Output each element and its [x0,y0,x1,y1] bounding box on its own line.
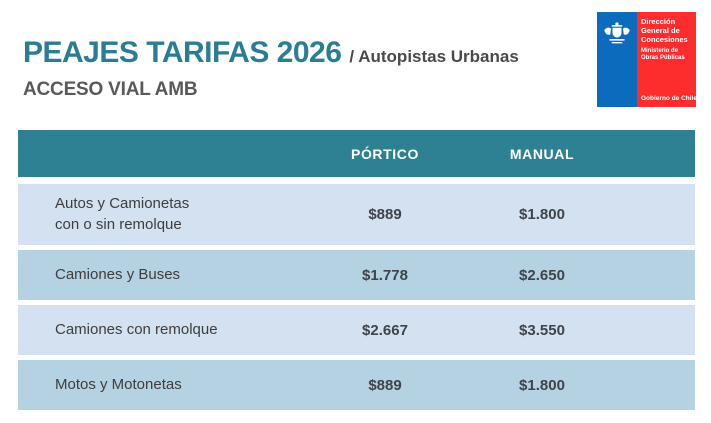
table-header-row: PÓRTICO MANUAL [18,130,695,177]
page-header: PEAJES TARIFAS 2026 / Autopistas Urbanas… [23,36,519,101]
column-header-manual: MANUAL [509,145,575,162]
column-header-portico: PÓRTICO [351,145,419,162]
gobierno-de-chile-logo: Dirección General de Concesiones Ministe… [597,12,697,107]
portico-value: $889 [368,376,402,394]
logo-agency-name: Dirección General de Concesiones [641,17,688,44]
manual-value: $1.800 [519,206,565,223]
manual-value: $2.650 [519,266,565,284]
table-row: Camiones con remolque $2.667 $3.550 [18,305,695,355]
page-title: PEAJES TARIFAS 2026 [23,36,342,69]
section-title: ACCESO VIAL AMB [23,79,198,100]
manual-value: $1.800 [519,376,565,394]
table-row: Camiones y Buses $1.778 $2.650 [18,250,695,300]
logo-ministry-name: Ministerio de Obras Públicas [641,48,685,62]
tariff-table: PÓRTICO MANUAL Autos y Camionetas con o s… [18,130,695,415]
chile-coat-of-arms-icon [602,20,632,107]
vehicle-label: Camiones con remolque [55,320,218,338]
vehicle-label: Motos y Motonetas [55,375,182,393]
portico-value: $1.778 [362,266,408,284]
table-row: Motos y Motonetas $889 $1.800 [18,360,695,410]
logo-footer-text: Gobierno de Chile [641,95,697,102]
portico-value: $2.667 [362,321,408,339]
title-row: PEAJES TARIFAS 2026 / Autopistas Urbanas [23,36,519,70]
logo-red-panel: Dirección General de Concesiones Ministe… [637,12,697,107]
page-subtitle: / Autopistas Urbanas [349,47,519,66]
table-body: Autos y Camionetas con o sin remolque $88… [18,184,695,410]
manual-value: $3.550 [519,321,565,339]
vehicle-label: Autos y Camionetas con o sin remolque [55,195,190,233]
vehicle-label: Camiones y Buses [55,265,181,283]
table-row: Autos y Camionetas con o sin remolque $88… [18,184,695,245]
logo-blue-panel [597,12,637,107]
portico-value: $889 [368,206,402,223]
